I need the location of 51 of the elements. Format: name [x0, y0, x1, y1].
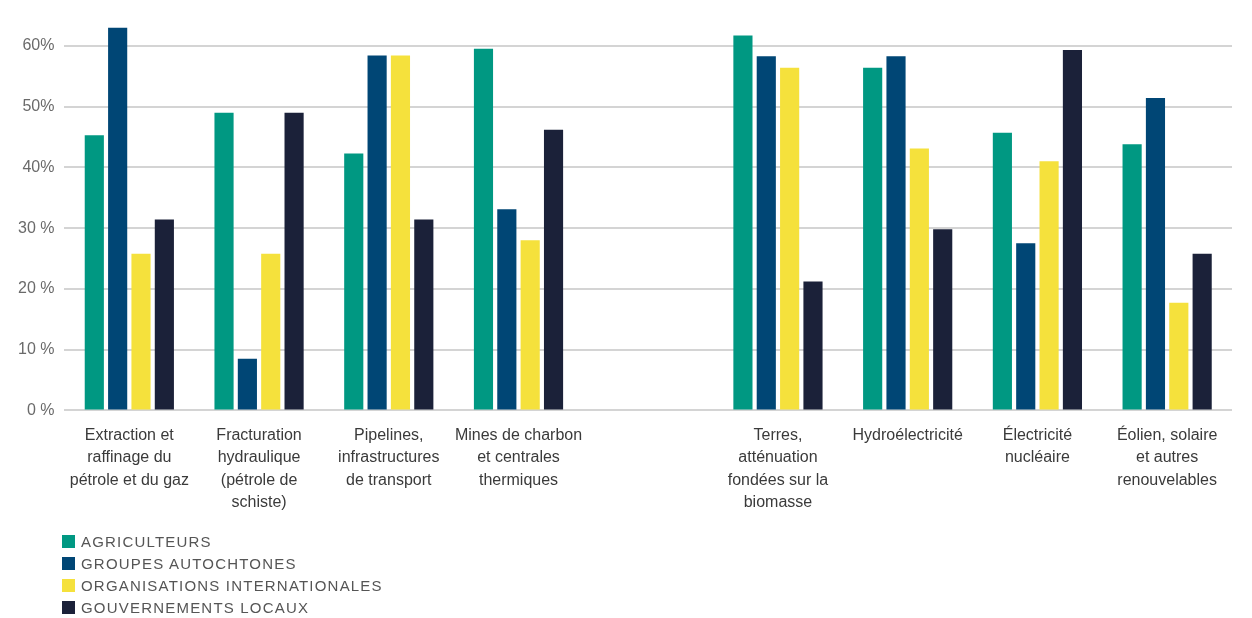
x-tick-label: Pipelines, infrastructures de transport	[338, 426, 440, 488]
bar	[497, 209, 517, 410]
y-tick-label: 50%	[22, 97, 55, 114]
x-tick-label: Mines de charbon et centrales thermiques	[454, 426, 583, 488]
x-tick-label: Hydroélectricité	[852, 426, 963, 444]
y-tick-label: 40%	[22, 157, 55, 175]
bar	[237, 358, 257, 410]
bar	[803, 281, 823, 410]
bar	[154, 219, 174, 410]
bar	[863, 67, 883, 410]
bar	[1016, 243, 1036, 410]
y-tick-label: 10 %	[18, 340, 55, 358]
bar	[367, 55, 387, 410]
bar	[1169, 302, 1189, 410]
legend-label: GOUVERNEMENTS LOCAUX	[81, 598, 310, 616]
bar	[261, 253, 281, 410]
bar	[520, 240, 540, 410]
y-tick-label: 20 %	[18, 279, 55, 297]
bar	[886, 56, 906, 410]
bar	[344, 153, 364, 410]
y-tick-label: 30 %	[18, 218, 55, 236]
x-tick-label: Éolien, solaire et autres renouvelables	[1116, 425, 1218, 488]
bar	[756, 56, 776, 410]
bar	[108, 27, 128, 410]
legend-label: GROUPES AUTOCHTONES	[81, 554, 297, 572]
bar	[414, 219, 434, 410]
bar	[390, 55, 411, 410]
bar	[1122, 144, 1142, 410]
bar	[1062, 50, 1083, 410]
bar	[992, 132, 1012, 410]
legend-label: ORGANISATIONS INTERNATIONALES	[81, 576, 383, 594]
x-tick-label: Fracturation hydraulique (pétrole de schiste)	[216, 426, 302, 511]
bar	[1039, 161, 1059, 410]
bar	[543, 129, 564, 410]
bar	[1192, 253, 1212, 410]
legend-label: AGRICULTEURS	[81, 532, 212, 550]
x-tick-label: Extraction et raffinage du pétrole et du gaz	[69, 426, 189, 488]
y-tick-label: 0 %	[26, 400, 55, 418]
bar	[909, 148, 929, 410]
bar	[1145, 98, 1166, 410]
bar	[131, 253, 151, 410]
bar	[84, 135, 104, 410]
bar	[473, 48, 494, 410]
bar	[284, 112, 304, 410]
bar	[933, 229, 953, 410]
x-tick-label: Électricité nucléaire	[1002, 425, 1073, 466]
x-tick-label: Terres, atténuation fondées sur la biomasse	[727, 426, 829, 511]
y-tick-label: 60%	[22, 36, 55, 54]
bar	[214, 112, 234, 410]
bar	[733, 35, 753, 410]
bar	[780, 67, 800, 410]
